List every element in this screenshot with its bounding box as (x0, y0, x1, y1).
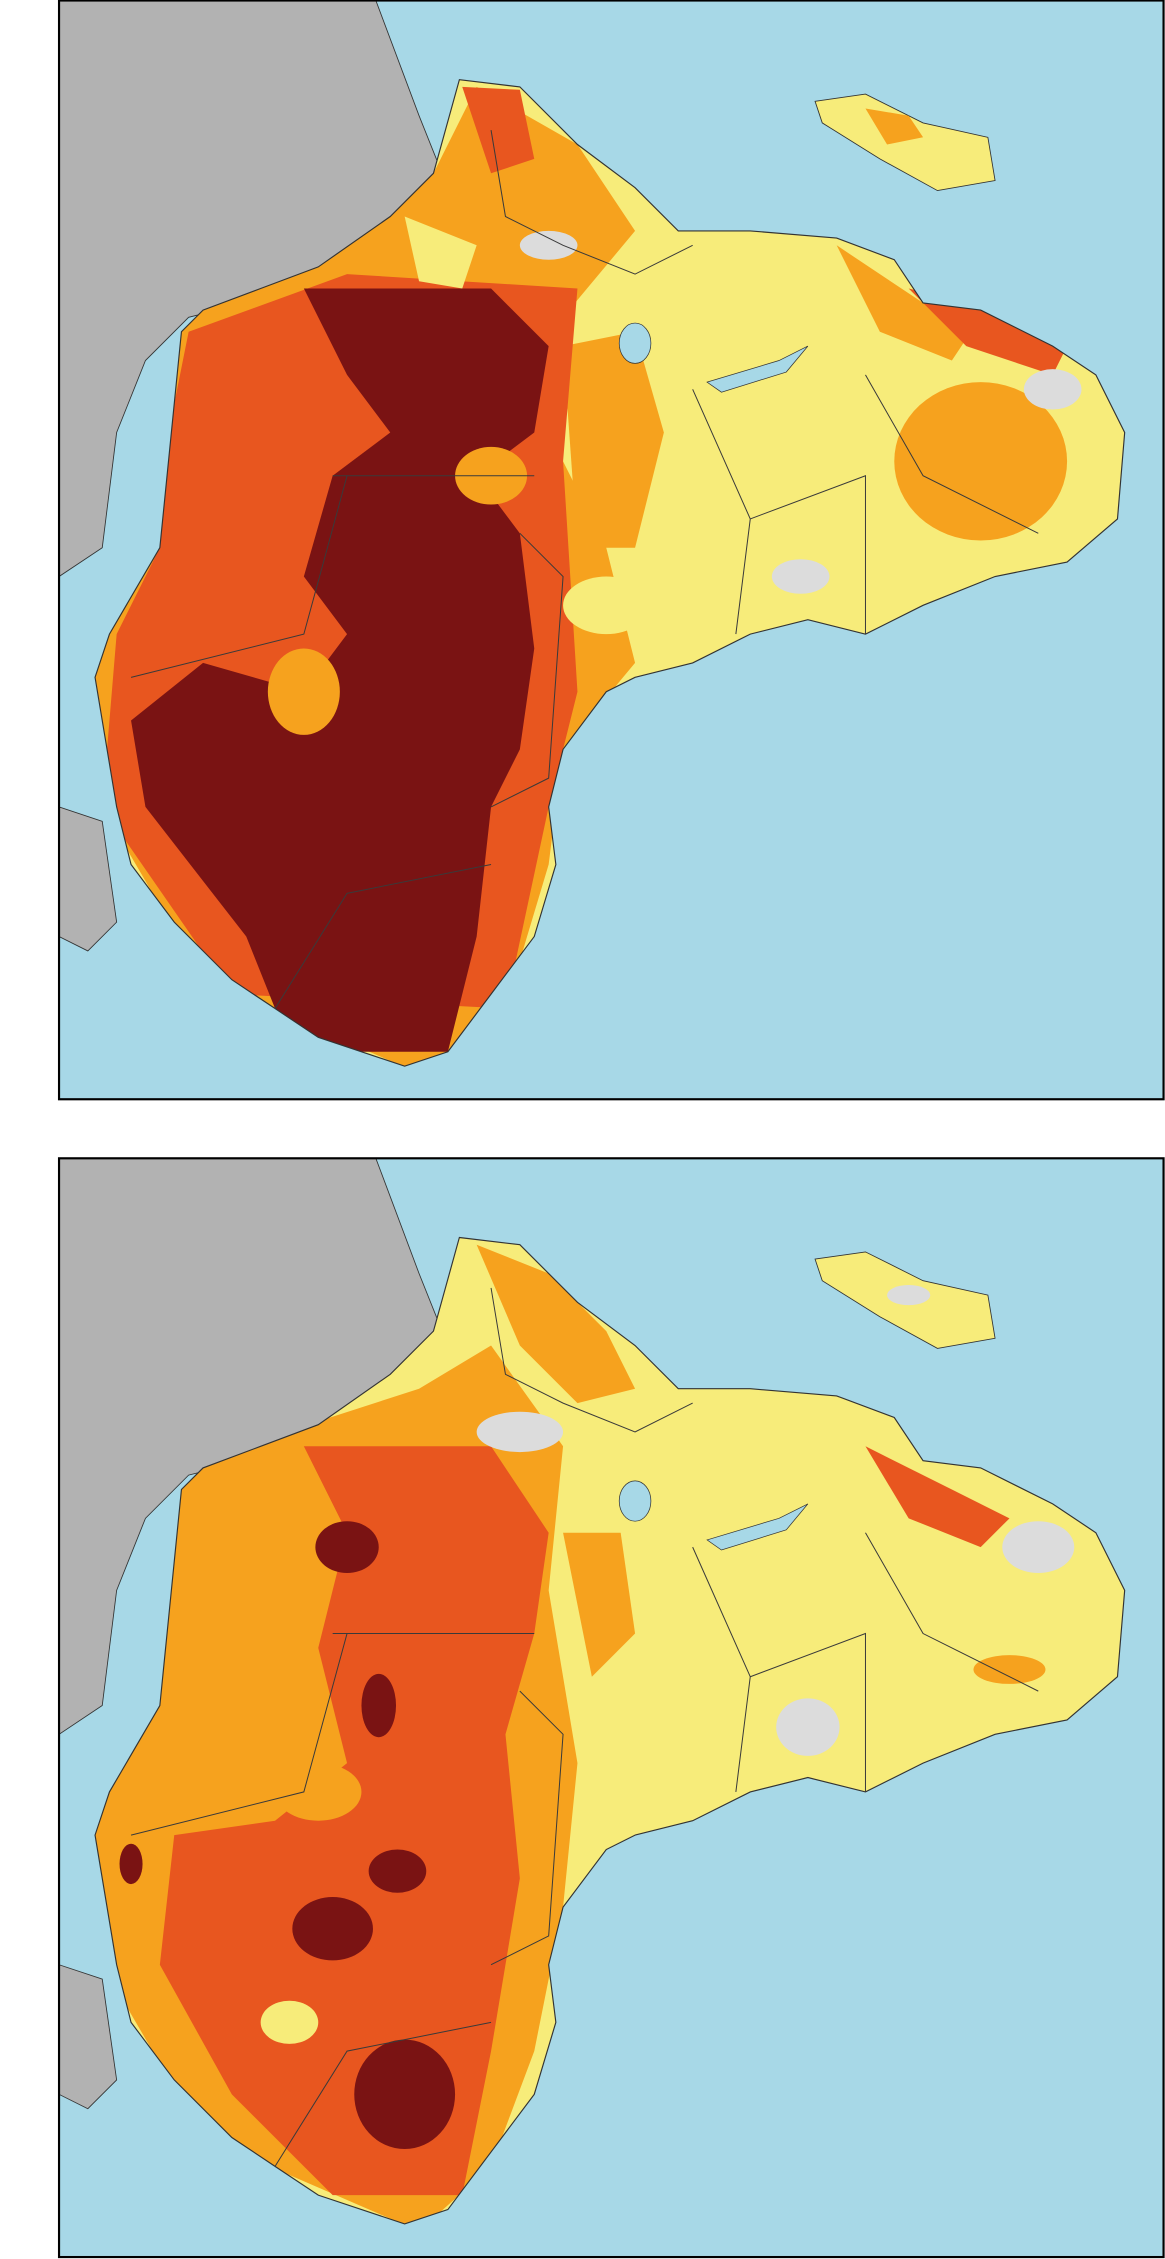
zone-dark-red (292, 1897, 373, 1961)
panel-frame (57, 1157, 1165, 2259)
zone-orange (973, 1655, 1046, 1684)
map-panel-2 (57, 1157, 1165, 2259)
zone-orange (563, 331, 664, 548)
lake (618, 1480, 652, 1522)
lake (706, 1503, 809, 1551)
zone-dark-red (131, 288, 549, 1052)
zone-grey (476, 1411, 564, 1453)
panel-frame (57, 0, 1165, 1101)
zones (95, 86, 1082, 1067)
zone-grey (771, 559, 830, 594)
zone-orange (275, 1763, 362, 1821)
zone-dark-orange (462, 86, 535, 174)
zone-grey (519, 230, 578, 260)
zone-dark-orange (865, 1446, 1010, 1548)
country-borders (130, 1287, 1039, 2167)
zone-dark-red (315, 1521, 379, 1574)
zone-orange (476, 1244, 636, 1404)
country-borders (130, 130, 1039, 1009)
lake (706, 345, 809, 393)
zone-yellow (260, 2000, 319, 2044)
zone-orange (894, 382, 1068, 541)
zone-orange (563, 1532, 636, 1677)
zone-orange (267, 648, 340, 735)
island (814, 93, 996, 192)
zone-grey (776, 1698, 840, 1756)
zone-dark-orange (908, 288, 1068, 375)
neighbor-land (59, 806, 118, 952)
island-zone (887, 1285, 931, 1306)
zone-yellow (404, 216, 477, 289)
zone-dark-red (361, 1673, 397, 1738)
zone-dark-red (119, 1843, 143, 1885)
zone-orange (836, 245, 981, 361)
zone-dark-red (368, 1849, 427, 1893)
zone-grey (1002, 1521, 1075, 1574)
zone-dark-red (354, 2039, 456, 2150)
neighbor-land (59, 1964, 118, 2110)
zone-grey (1023, 369, 1082, 410)
map-panel-1 (57, 0, 1165, 1101)
island-zone (865, 108, 924, 145)
zone-yellow (563, 576, 650, 635)
lake (618, 322, 652, 364)
